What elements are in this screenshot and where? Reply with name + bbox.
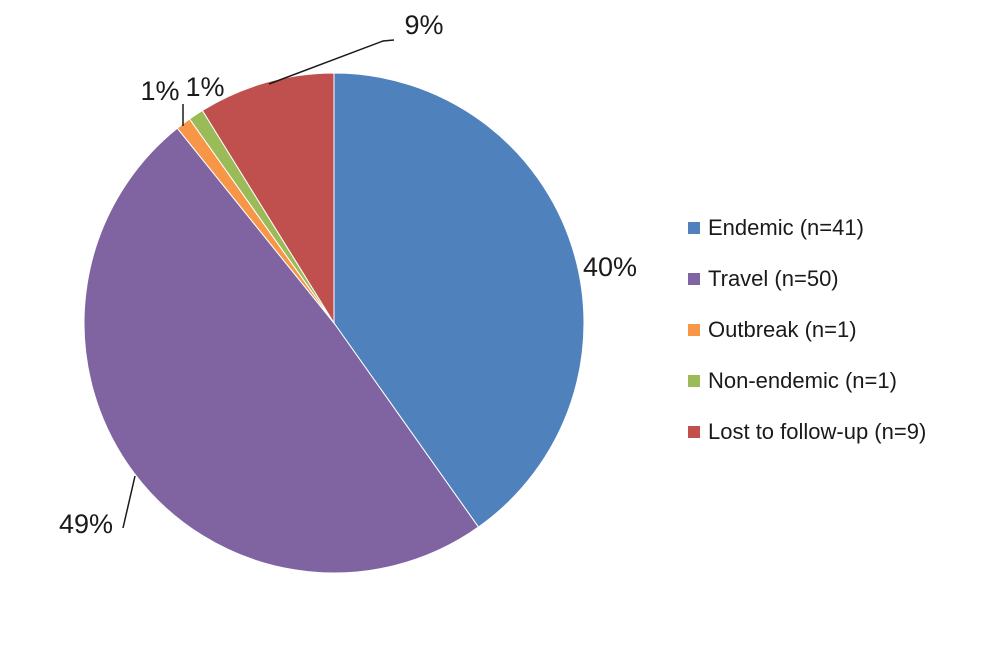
legend-label: Outbreak (n=1)	[708, 316, 857, 342]
legend-item-1: Endemic (n=41)	[688, 202, 926, 253]
leader-line-2	[122, 475, 136, 529]
legend-item-4: Non-endemic (n=1)	[688, 355, 926, 406]
legend-label: Lost to follow-up (n=9)	[708, 418, 927, 444]
leader-line-5	[268, 39, 395, 85]
legend-label: Non-endemic (n=1)	[708, 367, 897, 393]
percent-label-2: 49%	[59, 509, 113, 539]
legend-item-5: Lost to follow-up (n=9)	[688, 406, 926, 457]
legend-swatch	[688, 374, 700, 387]
pie-slice-5	[201, 72, 335, 325]
legend-swatch	[688, 323, 700, 336]
legend-item-3: Outbreak (n=1)	[688, 304, 926, 355]
percent-label-3: 1%	[140, 76, 179, 106]
pie-slice-2	[83, 127, 480, 574]
legend-item-2: Travel (n=50)	[688, 253, 926, 304]
pie-slices	[83, 72, 585, 574]
percent-label-5: 9%	[404, 10, 443, 40]
legend-label: Endemic (n=41)	[708, 214, 864, 240]
legend-swatch	[688, 272, 700, 285]
percent-labels: 40% 49% 1% 1% 9%	[59, 10, 637, 539]
percent-label-1: 40%	[583, 252, 637, 282]
chart-legend: Endemic (n=41) Travel (n=50) Outbreak (n=1…	[688, 202, 926, 457]
legend-swatch	[688, 221, 700, 234]
percent-label-4: 1%	[185, 72, 224, 102]
pie-slice-1	[333, 72, 585, 528]
leader-lines	[122, 39, 395, 529]
legend-swatch	[688, 425, 700, 438]
legend-label: Travel (n=50)	[708, 265, 839, 291]
